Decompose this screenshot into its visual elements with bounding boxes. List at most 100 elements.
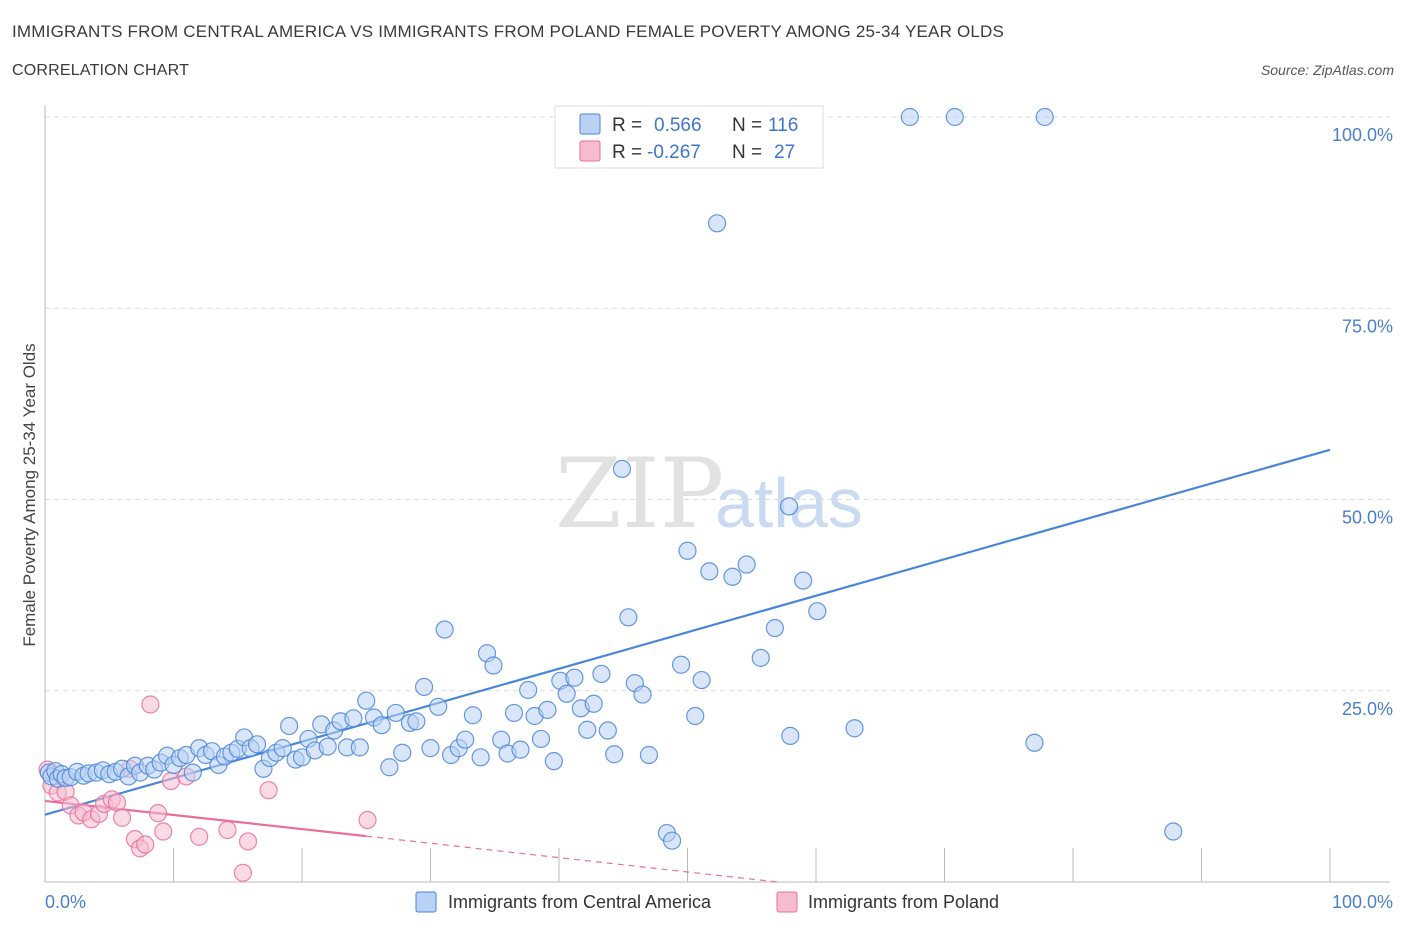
point-central-america — [1025, 733, 1044, 752]
point-central-america — [280, 716, 299, 736]
point-poland — [238, 832, 258, 851]
point-central-america — [592, 664, 611, 684]
watermark-zip: ZIP — [555, 438, 724, 550]
point-central-america — [538, 700, 557, 719]
point-central-america — [544, 752, 563, 771]
y-tick-label: 50.0% — [1342, 508, 1393, 528]
point-poland — [154, 822, 173, 841]
point-central-america — [344, 709, 363, 728]
point-central-america — [662, 831, 682, 850]
point-poland — [141, 695, 160, 714]
point-central-america — [393, 743, 412, 762]
point-central-america — [808, 602, 827, 621]
legend-n-label-blue: N = — [732, 115, 762, 136]
point-central-america — [414, 677, 434, 697]
point-central-america — [900, 107, 919, 127]
point-central-america — [845, 719, 864, 738]
point-poland — [233, 863, 252, 882]
point-central-america — [612, 459, 632, 478]
y-tick-label: 75.0% — [1342, 316, 1393, 336]
legend-r-label-pink: R = — [612, 142, 642, 163]
point-central-america — [605, 745, 624, 764]
point-central-america — [372, 716, 391, 735]
point-central-america — [584, 694, 603, 713]
legend-n-value-pink: 27 — [774, 142, 795, 163]
point-central-america — [463, 706, 483, 725]
point-central-america — [380, 758, 399, 777]
legend-r-value-pink: -0.267 — [647, 142, 701, 163]
point-central-america — [519, 680, 538, 700]
point-central-america — [531, 729, 551, 749]
bottom-legend-label-pink: Immigrants from Poland — [808, 892, 999, 912]
point-central-america — [678, 541, 697, 560]
y-axis-title: Female Poverty Among 25-34 Year Olds — [20, 343, 39, 646]
bottom-legend-swatch-pink — [776, 891, 798, 913]
point-central-america — [183, 763, 202, 782]
point-central-america — [723, 567, 742, 586]
point-central-america — [435, 620, 454, 639]
legend-swatch-blue — [579, 113, 601, 135]
point-central-america — [598, 721, 617, 740]
point-central-america — [350, 738, 369, 757]
point-central-america — [945, 107, 964, 127]
point-central-america — [639, 745, 659, 765]
point-central-america — [421, 739, 440, 758]
legend-n-value-blue: 116 — [768, 115, 798, 136]
series-legend: Immigrants from Central America Immigran… — [415, 891, 999, 913]
y-tick-label: 25.0% — [1342, 699, 1393, 719]
legend-r-label-blue: R = — [612, 115, 642, 136]
point-central-america — [429, 697, 448, 716]
point-poland — [136, 835, 155, 854]
point-central-america — [565, 668, 584, 687]
point-central-america — [273, 739, 292, 758]
axes — [44, 105, 1390, 883]
point-central-america — [471, 748, 490, 767]
point-central-america — [504, 703, 524, 723]
point-central-america — [765, 618, 784, 638]
x-tick-label: 0.0% — [45, 892, 86, 912]
point-poland — [148, 804, 168, 823]
point-central-america — [407, 712, 426, 731]
legend-swatch-pink — [579, 140, 601, 162]
x-tick-labels: 0.0% 100.0% — [45, 892, 1393, 912]
trendline-central-america — [44, 448, 1331, 816]
point-poland — [190, 827, 209, 846]
point-central-america — [751, 648, 770, 667]
point-central-america — [578, 720, 597, 739]
point-central-america — [456, 730, 475, 749]
y-tick-labels: 25.0% 50.0% 75.0% 100.0% — [1332, 125, 1393, 719]
trendline-poland-extension — [366, 835, 778, 883]
point-central-america — [511, 740, 530, 759]
point-central-america — [794, 571, 813, 590]
correlation-legend: R = 0.566 N = 116 R = -0.267 N = 27 — [554, 105, 824, 169]
point-central-america — [700, 562, 719, 581]
point-poland — [358, 810, 377, 830]
point-central-america — [557, 684, 576, 703]
point-central-america — [1164, 822, 1183, 841]
point-central-america — [737, 555, 756, 574]
point-central-america — [484, 656, 503, 675]
point-poland — [218, 820, 237, 840]
point-central-america — [781, 726, 800, 745]
gridlines — [45, 116, 1390, 692]
legend-r-value-blue: 0.566 — [654, 115, 702, 136]
watermark: ZIP atlas — [555, 438, 863, 550]
point-central-america — [247, 735, 267, 754]
point-poland — [259, 781, 278, 800]
x-tick-label: 100.0% — [1332, 892, 1393, 912]
bottom-legend-swatch-blue — [415, 891, 437, 913]
point-central-america — [779, 497, 799, 516]
bottom-legend-label-blue: Immigrants from Central America — [448, 892, 712, 912]
point-central-america — [686, 706, 705, 726]
y-tick-label: 100.0% — [1332, 125, 1393, 145]
point-central-america — [633, 685, 652, 704]
point-central-america — [1035, 107, 1054, 127]
source-label: Source: ZipAtlas.com — [1260, 62, 1394, 78]
point-central-america — [692, 670, 711, 690]
point-central-america — [619, 608, 638, 627]
data-points — [38, 107, 1183, 882]
chart-title: IMMIGRANTS FROM CENTRAL AMERICA VS IMMIG… — [12, 22, 1005, 41]
point-central-america — [386, 703, 405, 723]
point-central-america — [671, 655, 691, 674]
